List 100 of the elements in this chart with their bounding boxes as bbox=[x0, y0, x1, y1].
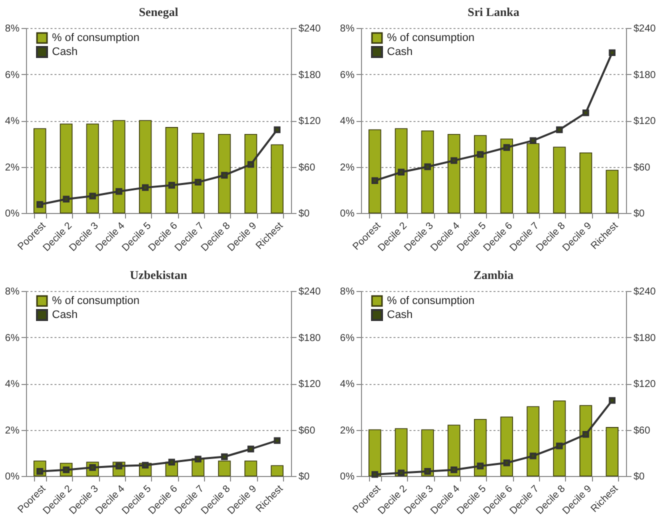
point bbox=[556, 126, 563, 134]
y2-tick-label: $180 bbox=[298, 70, 322, 81]
bar bbox=[553, 146, 566, 214]
y-tick-label: 4% bbox=[5, 116, 20, 127]
y-tick-label: 6% bbox=[340, 332, 355, 344]
point bbox=[89, 192, 96, 200]
bar bbox=[553, 400, 566, 476]
chart-title: Zambia bbox=[473, 268, 514, 282]
bar bbox=[218, 134, 231, 214]
point bbox=[372, 471, 378, 478]
bar bbox=[474, 418, 487, 476]
y2-tick-label: $120 bbox=[298, 116, 322, 127]
y2-tick-label: $240 bbox=[298, 24, 322, 34]
y-tick-label: 2% bbox=[5, 162, 20, 174]
point bbox=[476, 462, 484, 470]
bar bbox=[192, 132, 204, 214]
bar bbox=[86, 124, 99, 214]
point bbox=[142, 462, 149, 469]
point bbox=[450, 157, 458, 164]
bar bbox=[394, 428, 408, 476]
bar bbox=[165, 127, 178, 214]
legend-label: Cash bbox=[52, 309, 78, 321]
bar bbox=[34, 128, 46, 214]
y2-tick-label: $240 bbox=[634, 24, 656, 34]
y2-tick-label: $240 bbox=[634, 286, 656, 298]
point bbox=[556, 442, 563, 450]
legend-label: % of consumption bbox=[387, 295, 474, 307]
y-tick-label: 8% bbox=[340, 286, 355, 298]
point bbox=[398, 168, 405, 176]
point bbox=[116, 188, 122, 195]
y-tick-label: 0% bbox=[5, 208, 20, 220]
bar bbox=[368, 129, 382, 214]
y-tick-label: 2% bbox=[5, 425, 20, 436]
bar bbox=[448, 134, 460, 214]
y2-tick-label: $60 bbox=[298, 425, 316, 436]
bar bbox=[270, 465, 284, 476]
y2-tick-label: $120 bbox=[298, 379, 322, 390]
bar bbox=[579, 405, 592, 476]
chart-title: Senegal bbox=[138, 5, 179, 19]
bar bbox=[500, 416, 514, 476]
bar bbox=[579, 152, 592, 214]
legend-label: % of consumption bbox=[52, 32, 140, 44]
y-tick-label: 2% bbox=[340, 162, 355, 174]
y-tick-label: 2% bbox=[340, 425, 355, 436]
y-tick-label: 6% bbox=[5, 70, 20, 81]
y2-tick-label: $180 bbox=[298, 332, 322, 344]
point bbox=[194, 178, 202, 186]
point bbox=[168, 182, 176, 189]
bar bbox=[448, 424, 460, 476]
y-tick-label: 4% bbox=[340, 379, 355, 390]
y2-tick-label: $0 bbox=[298, 208, 310, 220]
point bbox=[36, 201, 44, 208]
y2-tick-label: $180 bbox=[634, 70, 656, 81]
y-tick-label: 8% bbox=[5, 24, 20, 34]
y-tick-label: 8% bbox=[340, 24, 355, 34]
bar bbox=[394, 128, 408, 214]
bar bbox=[270, 144, 284, 214]
point bbox=[62, 196, 70, 202]
point bbox=[608, 49, 616, 56]
bar bbox=[60, 124, 73, 214]
y-tick-label: 6% bbox=[340, 70, 355, 81]
point bbox=[221, 172, 228, 179]
bar bbox=[606, 170, 618, 214]
legend-label: % of consumption bbox=[52, 295, 140, 307]
y2-tick-label: $60 bbox=[634, 162, 651, 174]
y2-tick-label: $0 bbox=[634, 208, 646, 220]
bar bbox=[526, 143, 540, 214]
legend-label: Cash bbox=[387, 309, 413, 321]
point bbox=[247, 161, 254, 168]
y2-tick-label: $0 bbox=[634, 472, 646, 482]
y-tick-label: 0% bbox=[340, 208, 355, 220]
point bbox=[274, 126, 280, 134]
point bbox=[530, 452, 536, 460]
legend-label: % of consumption bbox=[387, 32, 474, 44]
point bbox=[450, 466, 458, 474]
point bbox=[274, 437, 280, 444]
bar bbox=[606, 427, 618, 476]
point bbox=[582, 431, 590, 438]
chart-title: Uzbekistan bbox=[130, 268, 188, 282]
y-tick-label: 4% bbox=[5, 379, 20, 390]
chart-title: Sri Lanka bbox=[468, 5, 520, 19]
point bbox=[398, 470, 405, 476]
y2-tick-label: $0 bbox=[298, 472, 310, 482]
y2-tick-label: $120 bbox=[634, 116, 656, 127]
point bbox=[424, 163, 431, 170]
point bbox=[372, 177, 378, 184]
y-tick-label: 8% bbox=[5, 286, 20, 298]
y2-tick-label: $180 bbox=[634, 332, 656, 344]
y2-tick-label: $240 bbox=[298, 286, 322, 298]
bar bbox=[218, 460, 231, 476]
point bbox=[247, 446, 254, 452]
point bbox=[424, 468, 431, 475]
y-tick-label: 4% bbox=[340, 116, 355, 127]
y2-tick-label: $60 bbox=[634, 425, 651, 436]
point bbox=[608, 397, 616, 404]
point bbox=[221, 453, 228, 460]
point bbox=[142, 184, 149, 191]
legend-label: Cash bbox=[387, 46, 413, 58]
bar bbox=[421, 130, 434, 214]
bar bbox=[112, 120, 126, 214]
